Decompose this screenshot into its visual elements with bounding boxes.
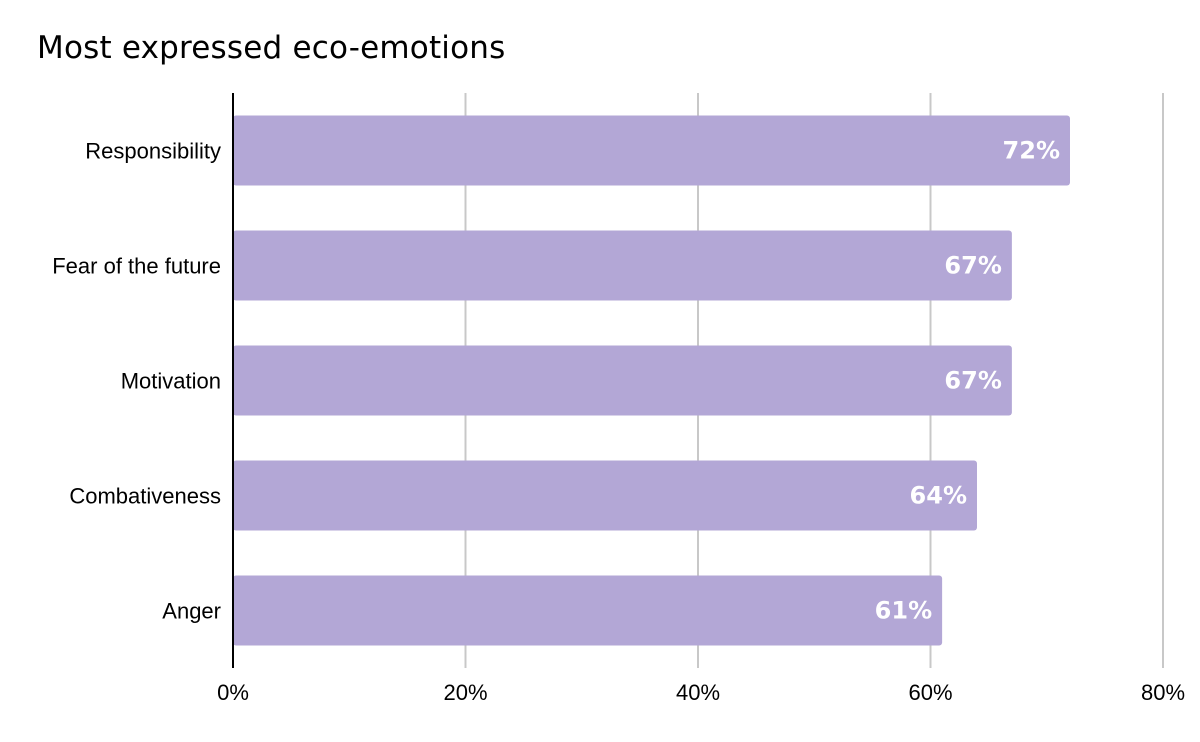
- labels: 0% 20% 40% 60% 80% Responsibility 72% Fear of t…: [52, 137, 1185, 706]
- category-label: Anger: [162, 599, 221, 624]
- x-tick-label: 0%: [217, 680, 249, 705]
- category-label: Motivation: [121, 369, 221, 394]
- data-label: 61%: [875, 597, 932, 625]
- data-label: 72%: [1003, 137, 1060, 165]
- category-label: Fear of the future: [52, 254, 221, 279]
- x-tick-label: 40%: [676, 680, 720, 705]
- data-label: 67%: [944, 367, 1001, 395]
- chart-title: Most expressed eco-emotions: [37, 30, 506, 66]
- data-label: 67%: [944, 252, 1001, 280]
- category-label: Responsibility: [85, 139, 221, 164]
- data-label: 64%: [910, 482, 967, 510]
- x-tick-label: 60%: [908, 680, 952, 705]
- x-tick-label: 80%: [1141, 680, 1185, 705]
- bar: [233, 575, 943, 646]
- category-label: Combativeness: [69, 484, 221, 509]
- bar: [233, 115, 1070, 186]
- bars: [233, 115, 1070, 646]
- x-tick-label: 20%: [443, 680, 487, 705]
- bar: [233, 345, 1012, 416]
- bar: [233, 460, 977, 531]
- bar: [233, 230, 1012, 301]
